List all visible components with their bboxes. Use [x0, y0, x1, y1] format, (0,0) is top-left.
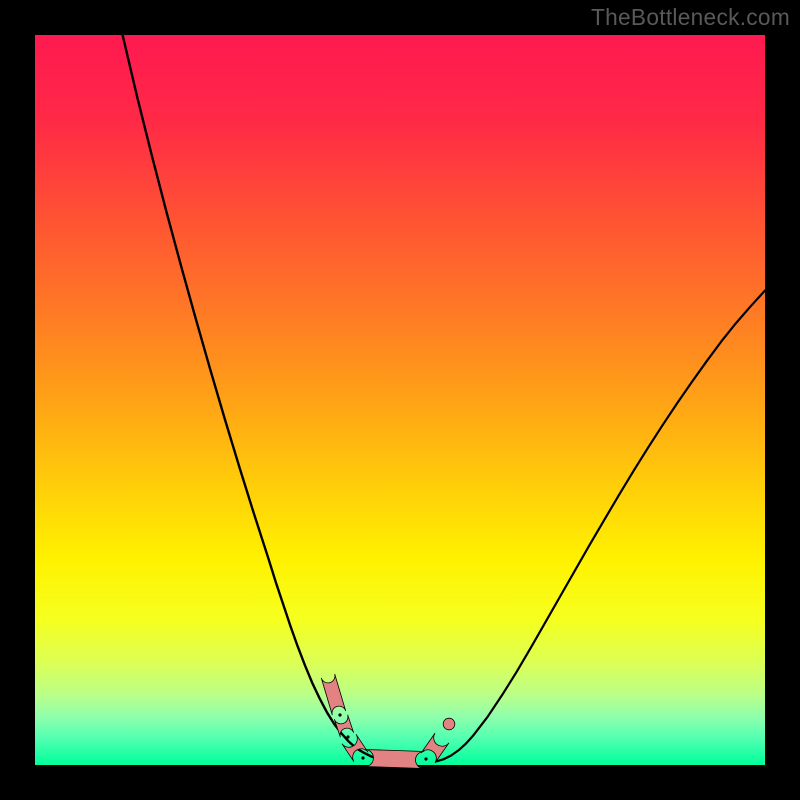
watermark-label: TheBottleneck.com [591, 4, 790, 31]
marker-dot-0 [338, 713, 341, 716]
chart-root: TheBottleneck.com [0, 0, 800, 800]
marker-dot-1 [346, 735, 349, 738]
marker-dot-2 [361, 756, 364, 759]
bottleneck-chart-svg [0, 0, 800, 800]
marker-dot-3 [424, 757, 427, 760]
marker-dot-4 [443, 718, 455, 730]
marker-segment-3 [365, 750, 425, 769]
